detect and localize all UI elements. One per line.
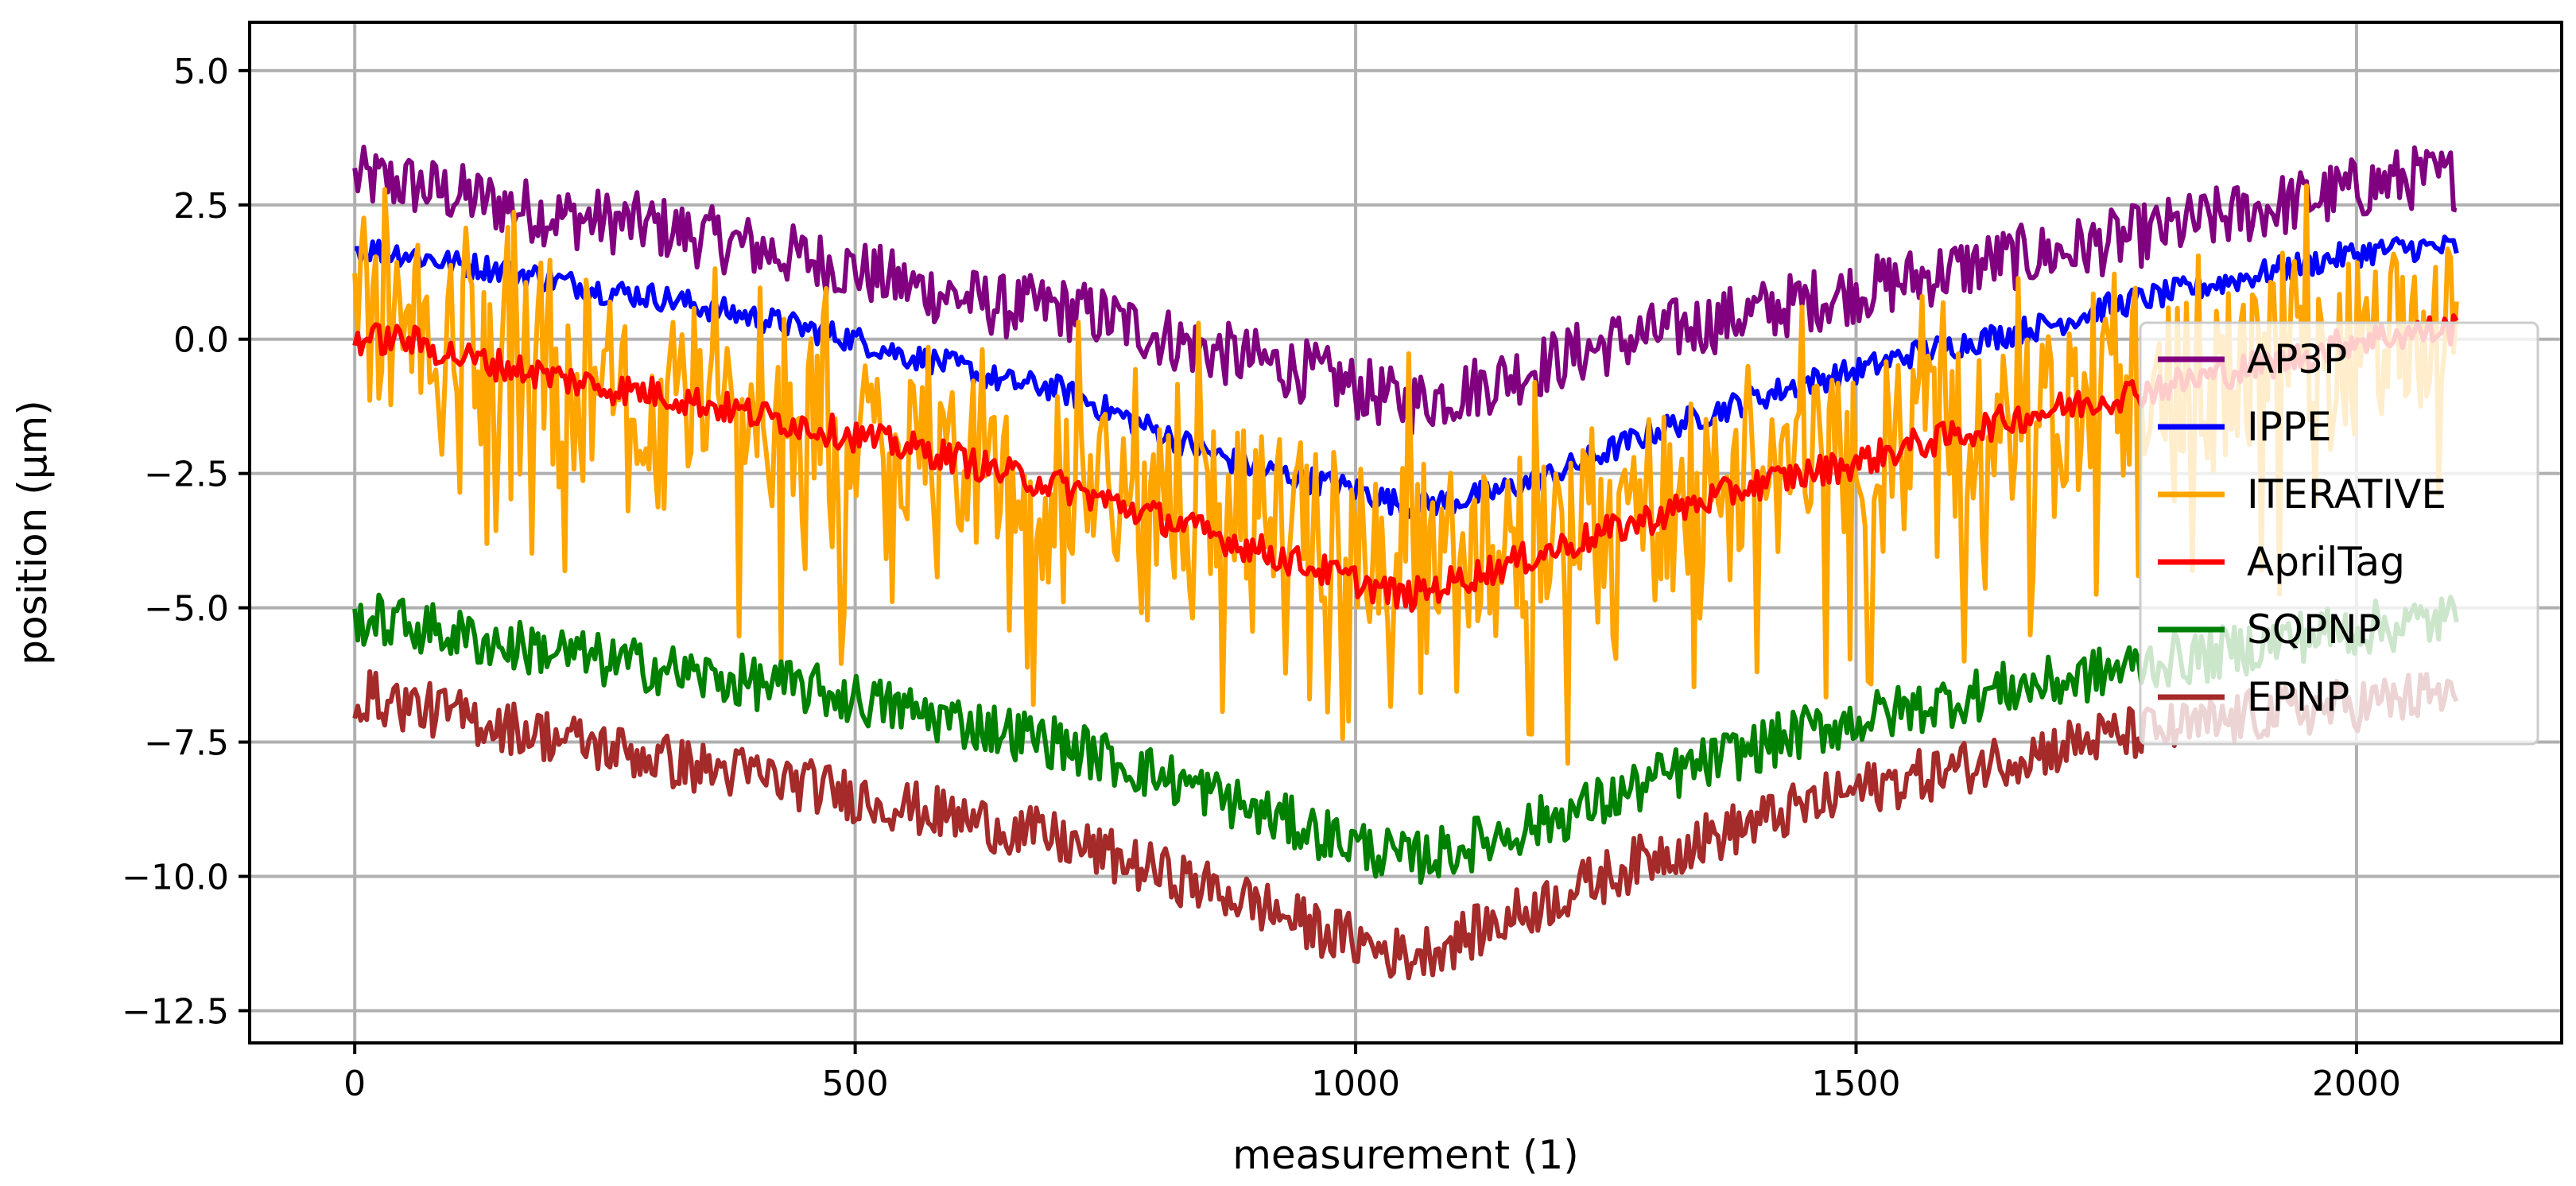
y-axis-label: position (µm) (10, 400, 56, 665)
y-tick-label: 5.0 (173, 52, 229, 92)
series-line-epnp (352, 669, 2459, 981)
series-line-ap3p (352, 145, 2458, 436)
y-axis: 5.0 2.5 0.0 −2.5 −5.0 −7.5 −10.0 −12.5 (122, 52, 250, 1032)
y-tick-label: −5.0 (144, 589, 229, 630)
x-tick-label: 1000 (1311, 1064, 1400, 1104)
legend: AP3P IPPE ITERATIVE AprilTag SQPNP EPNP (2139, 321, 2539, 746)
legend-label: EPNP (2247, 674, 2349, 720)
y-tick-label: 0.0 (173, 320, 229, 361)
plot-frame (248, 21, 2563, 1045)
x-tick-label: 2000 (2312, 1064, 2401, 1104)
legend-label: SQPNP (2247, 607, 2381, 653)
x-tick-label: 500 (822, 1064, 889, 1104)
legend-box (2139, 321, 2539, 746)
legend-label: AP3P (2247, 336, 2347, 382)
x-tick-label: 0 (343, 1064, 366, 1104)
legend-label: ITERATIVE (2247, 471, 2446, 517)
y-tick-label: −2.5 (144, 455, 229, 495)
x-tick-label: 1500 (1812, 1064, 1901, 1104)
series-line-apriltag (352, 313, 2459, 613)
x-axis: 0 500 1000 1500 2000 (343, 1043, 2401, 1104)
legend-label: IPPE (2247, 404, 2332, 450)
series-layer (352, 145, 2459, 981)
x-axis-label: measurement (1) (1232, 1132, 1579, 1178)
legend-label: AprilTag (2247, 539, 2405, 585)
series-line-sqpnp (352, 592, 2459, 885)
y-tick-label: 2.5 (173, 186, 229, 227)
y-tick-label: −10.0 (122, 858, 229, 898)
y-tick-label: −7.5 (144, 723, 229, 764)
series-line-iterative (352, 183, 2459, 766)
y-tick-label: −12.5 (122, 991, 229, 1032)
